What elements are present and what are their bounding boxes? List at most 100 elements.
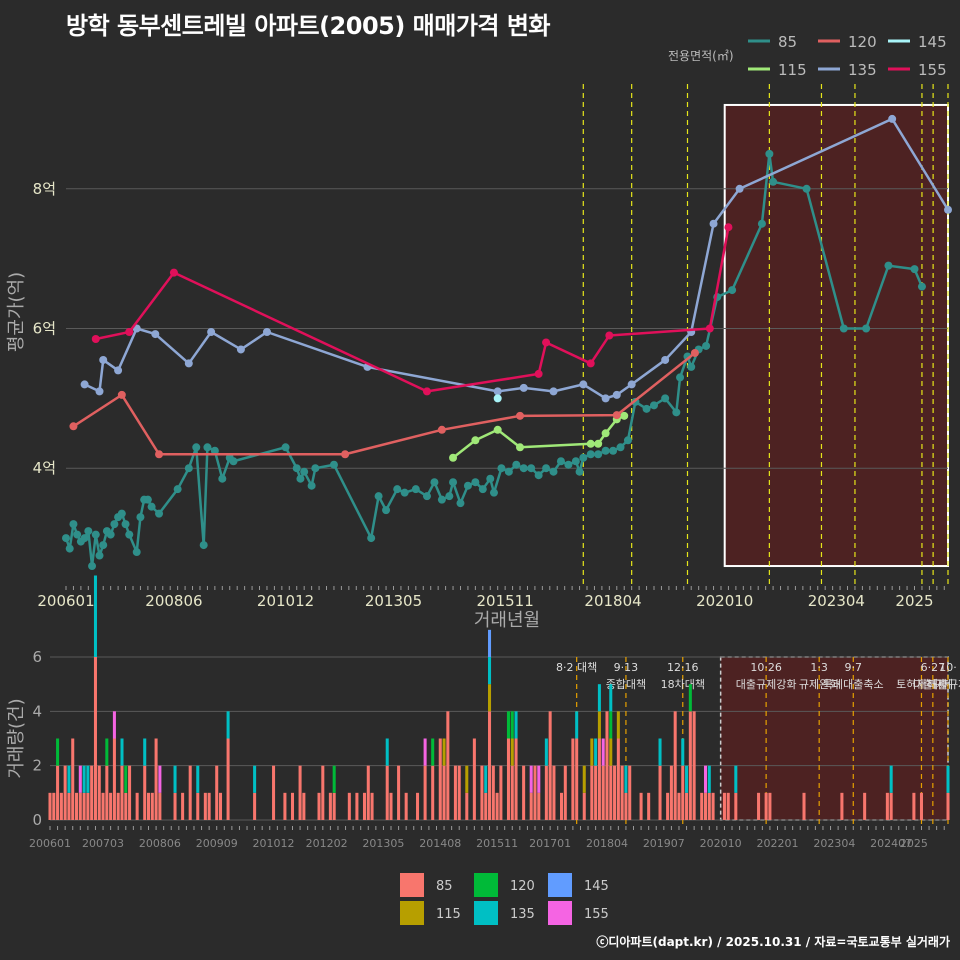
- data-point-85: [367, 534, 376, 543]
- data-point-135: [709, 219, 718, 228]
- bar-155: [529, 765, 533, 793]
- x-tick-label: 201305: [365, 592, 422, 610]
- bar-85: [499, 765, 503, 820]
- bar-135: [946, 765, 950, 793]
- data-point-85: [311, 464, 320, 473]
- data-point-120: [69, 422, 78, 431]
- bar-120: [124, 765, 128, 793]
- bar-85: [150, 792, 154, 820]
- data-point-85: [210, 446, 219, 455]
- data-point-135: [80, 380, 89, 389]
- bar-85: [93, 657, 97, 820]
- data-point-85: [422, 492, 431, 501]
- data-point-85: [463, 481, 472, 490]
- data-point-85: [91, 530, 100, 539]
- data-point-155: [125, 328, 134, 336]
- bar-85: [215, 765, 219, 820]
- data-point-85: [73, 530, 82, 539]
- bar-85: [681, 765, 685, 820]
- bar-legend-label-120: 120: [510, 879, 535, 894]
- bar-145: [488, 629, 492, 657]
- bar-115: [510, 738, 514, 766]
- bar-y-tick-label: 0: [32, 811, 42, 829]
- x-tick-label: 202010: [696, 592, 753, 610]
- event-label: 대출규제강화: [736, 678, 797, 691]
- bar-x-tick-label: 201701: [529, 837, 571, 850]
- data-point-85: [661, 394, 670, 403]
- bar-120: [56, 738, 60, 766]
- bar-85: [840, 792, 844, 820]
- legend-label-120: 120: [848, 33, 877, 51]
- bar-85: [366, 765, 370, 820]
- data-point-85: [300, 467, 309, 476]
- bar-85: [491, 765, 495, 820]
- bar-x-tick-label: 200703: [82, 837, 124, 850]
- bar-85: [582, 792, 586, 820]
- bar-85: [302, 792, 306, 820]
- data-point-85: [527, 464, 536, 473]
- bar-85: [465, 792, 469, 820]
- bar-155: [112, 711, 116, 739]
- data-point-135: [612, 390, 621, 399]
- data-point-85: [155, 509, 164, 518]
- event-label: 12·16: [667, 661, 699, 674]
- data-point-85: [229, 457, 238, 466]
- x-tick-label: 2025: [895, 592, 933, 610]
- bar-115: [488, 684, 492, 712]
- bar-135: [93, 575, 97, 657]
- event-label: 대출규제: [928, 678, 960, 691]
- bar-85: [385, 765, 389, 820]
- data-point-155: [534, 369, 543, 378]
- bar-85: [863, 792, 867, 820]
- bar-85: [128, 765, 132, 820]
- bar-85: [347, 792, 351, 820]
- bar-85: [317, 792, 321, 820]
- bar-85: [707, 792, 711, 820]
- bar-85: [135, 792, 139, 820]
- bar-85: [332, 792, 336, 820]
- bar-x-tick-label: 201511: [476, 837, 518, 850]
- bar-85: [885, 792, 889, 820]
- data-point-135: [661, 355, 670, 364]
- bar-85: [75, 792, 79, 820]
- bar-135: [889, 765, 893, 793]
- bar-85: [321, 765, 325, 820]
- data-point-85: [329, 460, 338, 469]
- bar-85: [397, 765, 401, 820]
- data-point-85: [95, 551, 104, 560]
- bar-85: [97, 765, 101, 820]
- bar-85: [537, 792, 541, 820]
- bar-115: [590, 738, 594, 766]
- x-tick-label: 200601: [37, 592, 94, 610]
- data-point-135: [184, 359, 193, 368]
- bar-85: [442, 765, 446, 820]
- data-point-85: [110, 520, 119, 529]
- data-point-85: [203, 443, 212, 452]
- data-point-85: [594, 450, 603, 459]
- data-point-115: [471, 436, 480, 445]
- data-point-135: [549, 387, 558, 396]
- data-point-85: [676, 373, 685, 382]
- data-point-85: [571, 457, 580, 466]
- bar-85: [154, 738, 158, 820]
- data-point-85: [80, 534, 89, 543]
- data-point-135: [579, 380, 588, 389]
- bar-85: [120, 765, 124, 820]
- bar-155: [703, 765, 708, 793]
- bar-85: [52, 792, 56, 820]
- data-point-135: [944, 205, 952, 214]
- data-point-85: [471, 478, 480, 487]
- bar-135: [253, 765, 257, 793]
- data-point-155: [724, 223, 733, 232]
- bar-85: [431, 765, 435, 820]
- bar-85: [124, 792, 128, 820]
- bar-85: [673, 711, 677, 820]
- bar-135: [196, 765, 200, 793]
- data-point-135: [493, 387, 502, 396]
- bar-85: [802, 792, 806, 820]
- data-point-85: [125, 530, 134, 539]
- event-label: 8·2 대책: [556, 661, 597, 674]
- bar-85: [253, 792, 257, 820]
- data-point-85: [400, 488, 409, 497]
- bar-85: [71, 738, 75, 820]
